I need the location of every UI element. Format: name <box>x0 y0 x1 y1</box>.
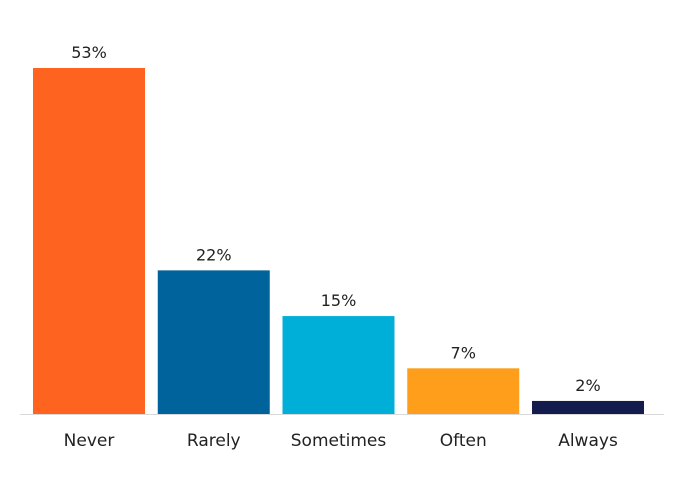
value-label-sometimes: 15% <box>321 291 357 310</box>
value-labels-group: 53% 22% 15% 7% 2% <box>71 43 600 395</box>
category-label-rarely: Rarely <box>187 431 241 451</box>
category-labels-group: Never Rarely Sometimes Often Always <box>64 431 618 451</box>
bar-often <box>407 368 520 414</box>
category-label-never: Never <box>64 431 115 451</box>
value-label-rarely: 22% <box>196 245 232 264</box>
bar-always <box>532 400 644 414</box>
category-label-sometimes: Sometimes <box>291 431 387 451</box>
bars-group <box>33 68 644 414</box>
category-label-often: Often <box>440 431 487 451</box>
bar-sometimes <box>282 316 395 414</box>
value-label-always: 2% <box>575 376 600 395</box>
bar-never <box>33 68 145 414</box>
category-label-always: Always <box>558 431 618 451</box>
value-label-never: 53% <box>71 43 107 62</box>
bar-rarely <box>157 270 270 414</box>
value-label-often: 7% <box>451 343 476 362</box>
